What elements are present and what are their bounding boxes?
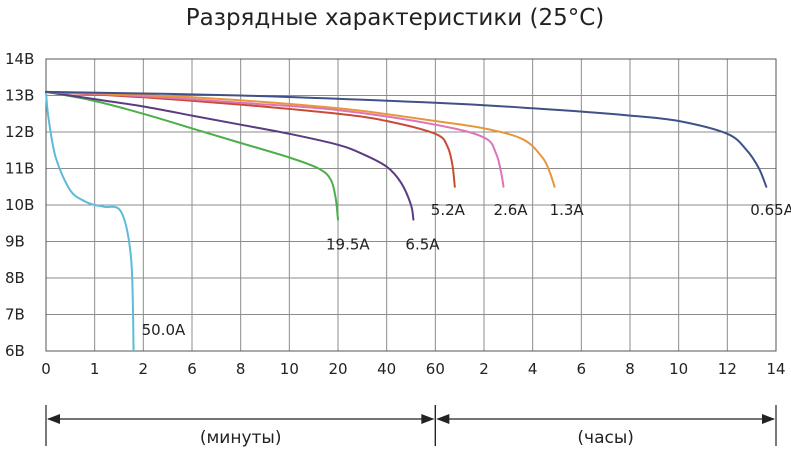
series-line	[45, 90, 556, 188]
x-tick-label: 0	[41, 360, 51, 378]
y-axis-ticks: 14В 13В 12В 11В 10В 9В 8В 7В 6В	[5, 50, 34, 360]
grid	[45, 58, 777, 352]
plot-frame	[45, 58, 777, 352]
series-line	[45, 90, 415, 221]
chart-title: Разрядные характеристики (25°C)	[186, 5, 605, 31]
y-tick-label: 9В	[5, 233, 25, 251]
series-labels: 50.0A 19.5A 6.5A 5.2A 2.6A 1.3A 0.65A	[142, 201, 791, 339]
series-line	[45, 90, 505, 188]
x-tick-label: 10	[280, 360, 299, 378]
series-line	[45, 90, 768, 188]
arrowhead-left	[47, 414, 60, 424]
y-tick-label: 10В	[5, 196, 34, 214]
y-tick-label: 14В	[5, 50, 34, 68]
series-label: 0.65A	[750, 201, 791, 219]
y-tick-label: 7В	[5, 306, 25, 324]
x-tick-label: 2	[479, 360, 489, 378]
x-tick-label: 8	[236, 360, 246, 378]
x-tick-label: 1	[90, 360, 100, 378]
series-line	[45, 90, 135, 352]
x-tick-label: 6	[577, 360, 587, 378]
y-tick-label: 12В	[5, 123, 34, 141]
series-label: 2.6A	[493, 201, 528, 219]
x-axis-spans: (минуты) (часы)	[45, 405, 777, 448]
x-axis-ticks: 0 1 2 6 8 10 20 40 60 2 4 6 8 10 12 14	[41, 360, 785, 378]
series-line	[45, 90, 339, 221]
y-tick-label: 8В	[5, 269, 25, 287]
x-tick-label: 2	[139, 360, 149, 378]
arrowhead-left	[436, 414, 450, 424]
x-tick-label: 60	[426, 360, 445, 378]
x-tick-label: 40	[377, 360, 396, 378]
series-label: 5.2A	[431, 201, 466, 219]
x-tick-label: 4	[528, 360, 538, 378]
x-tick-label: 14	[766, 360, 785, 378]
x-tick-label: 10	[669, 360, 688, 378]
arrowhead-right	[421, 414, 435, 424]
series-label: 19.5A	[326, 236, 370, 254]
series-label: 50.0A	[142, 321, 186, 339]
y-tick-label: 13В	[5, 87, 34, 105]
x-tick-label: 20	[328, 360, 347, 378]
span-label: (часы)	[577, 428, 634, 448]
x-tick-label: 12	[718, 360, 737, 378]
x-tick-label: 6	[187, 360, 197, 378]
series-label: 1.3A	[550, 201, 585, 219]
y-tick-label: 6В	[5, 342, 25, 360]
series-label: 6.5A	[405, 236, 440, 254]
y-tick-label: 11В	[5, 160, 34, 178]
span-label: (минуты)	[200, 428, 282, 448]
arrowhead-right	[762, 414, 775, 424]
x-tick-label: 8	[625, 360, 635, 378]
series-lines	[45, 90, 768, 352]
series-line	[45, 90, 456, 188]
